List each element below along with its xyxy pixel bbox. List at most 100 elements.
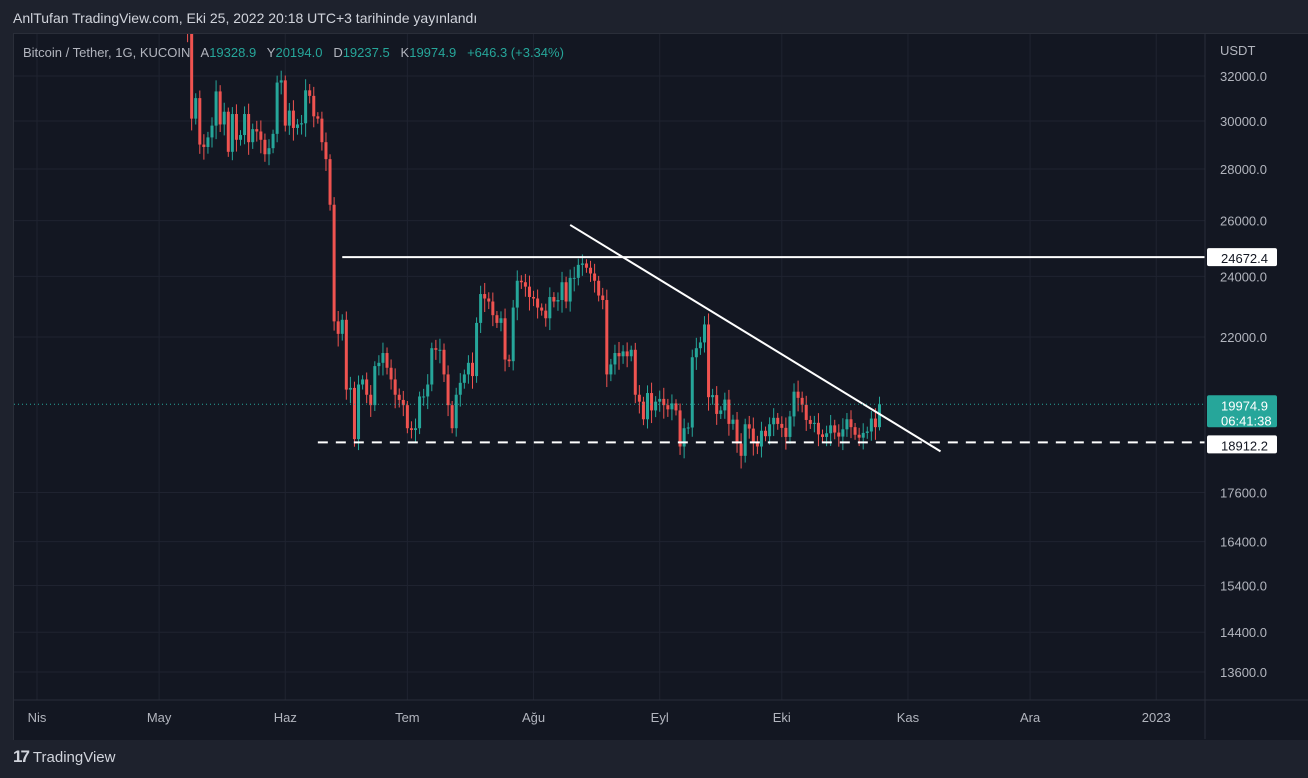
candle-body[interactable] <box>861 432 865 438</box>
candle-body[interactable] <box>263 139 267 155</box>
candle-body[interactable] <box>206 137 210 147</box>
candle-body[interactable] <box>234 114 238 140</box>
candle-body[interactable] <box>450 405 454 429</box>
candle-body[interactable] <box>527 286 531 298</box>
candle-body[interactable] <box>788 416 792 437</box>
candle-body[interactable] <box>845 419 849 430</box>
symbol-name[interactable]: Bitcoin / Tether, 1G, KUCOIN <box>23 45 191 60</box>
candle-body[interactable] <box>470 362 474 377</box>
candle-body[interactable] <box>731 419 735 424</box>
candle-body[interactable] <box>825 433 829 437</box>
candle-body[interactable] <box>434 348 438 350</box>
candle-body[interactable] <box>243 114 247 136</box>
candle-body[interactable] <box>393 379 397 395</box>
candle-body[interactable] <box>727 399 731 424</box>
candle-body[interactable] <box>853 427 857 435</box>
candle-body[interactable] <box>365 379 369 395</box>
candle-body[interactable] <box>572 277 576 279</box>
candle-body[interactable] <box>617 353 621 357</box>
candle-body[interactable] <box>291 110 295 128</box>
candle-body[interactable] <box>308 90 312 96</box>
candle-body[interactable] <box>336 321 340 334</box>
candle-body[interactable] <box>348 387 352 390</box>
candle-body[interactable] <box>633 349 637 395</box>
candle-body[interactable] <box>621 351 625 357</box>
candle-body[interactable] <box>837 432 841 437</box>
candle-body[interactable] <box>275 82 279 134</box>
descending-trendline[interactable] <box>569 224 942 453</box>
candle-body[interactable] <box>475 322 479 377</box>
candle-body[interactable] <box>287 110 291 126</box>
candle-body[interactable] <box>548 297 552 319</box>
candle-body[interactable] <box>532 297 536 299</box>
candle-body[interactable] <box>507 359 511 362</box>
candle-body[interactable] <box>715 395 719 414</box>
candle-body[interactable] <box>808 419 812 424</box>
candle-body[interactable] <box>552 297 556 302</box>
candle-body[interactable] <box>755 442 759 447</box>
candle-body[interactable] <box>214 91 218 126</box>
candle-body[interactable] <box>670 403 674 410</box>
candle-body[interactable] <box>637 394 641 402</box>
candle-body[interactable] <box>397 394 401 400</box>
candle-body[interactable] <box>674 403 678 411</box>
candle-body[interactable] <box>678 410 682 447</box>
candle-body[interactable] <box>401 399 405 406</box>
candle-body[interactable] <box>210 125 214 138</box>
candle-body[interactable] <box>487 298 491 302</box>
candle-body[interactable] <box>690 357 694 428</box>
candle-body[interactable] <box>426 384 430 397</box>
candle-body[interactable] <box>259 131 263 140</box>
candle-body[interactable] <box>255 129 259 132</box>
candle-body[interactable] <box>300 123 304 125</box>
candle-body[interactable] <box>405 405 409 429</box>
candle-body[interactable] <box>833 425 837 433</box>
candle-body[interactable] <box>519 280 523 283</box>
candle-body[interactable] <box>373 366 377 406</box>
candle-body[interactable] <box>584 263 588 268</box>
candle-body[interactable] <box>747 424 751 429</box>
candle-body[interactable] <box>312 95 316 117</box>
candle-body[interactable] <box>593 273 597 281</box>
candle-body[interactable] <box>536 298 540 308</box>
candle-body[interactable] <box>686 427 690 429</box>
candle-body[interactable] <box>662 398 666 406</box>
candle-body[interactable] <box>389 367 393 380</box>
candle-body[interactable] <box>821 434 825 437</box>
candle-body[interactable] <box>422 396 426 398</box>
candle-body[interactable] <box>385 353 389 368</box>
candle-body[interactable] <box>316 116 320 119</box>
candle-body[interactable] <box>849 419 853 428</box>
candle-body[interactable] <box>707 324 711 398</box>
candle-body[interactable] <box>369 394 373 406</box>
candle-body[interactable] <box>556 300 560 302</box>
candle-body[interactable] <box>654 401 658 411</box>
candle-body[interactable] <box>702 324 706 343</box>
candle-body[interactable] <box>283 80 287 126</box>
candle-body[interactable] <box>186 4 189 34</box>
candle-body[interactable] <box>540 307 544 311</box>
candle-body[interactable] <box>829 425 833 434</box>
candle-body[interactable] <box>601 295 605 301</box>
candle-body[interactable] <box>613 353 617 365</box>
candle-body[interactable] <box>295 124 299 128</box>
candle-body[interactable] <box>279 80 283 83</box>
candle-body[interactable] <box>446 374 450 406</box>
candle-body[interactable] <box>324 142 328 160</box>
candle-body[interactable] <box>304 90 308 124</box>
candle-body[interactable] <box>377 362 381 367</box>
candle-body[interactable] <box>658 398 662 402</box>
candle-body[interactable] <box>723 399 727 411</box>
candle-body[interactable] <box>442 349 446 375</box>
candle-body[interactable] <box>271 133 275 149</box>
candle-body[interactable] <box>511 307 515 362</box>
candle-body[interactable] <box>666 405 670 410</box>
candle-body[interactable] <box>698 342 702 349</box>
candle-body[interactable] <box>190 34 194 119</box>
candle-body[interactable] <box>605 300 609 375</box>
candle-body[interactable] <box>458 382 462 395</box>
candle-body[interactable] <box>320 118 324 143</box>
candle-body[interactable] <box>776 417 780 424</box>
candle-body[interactable] <box>414 428 418 431</box>
